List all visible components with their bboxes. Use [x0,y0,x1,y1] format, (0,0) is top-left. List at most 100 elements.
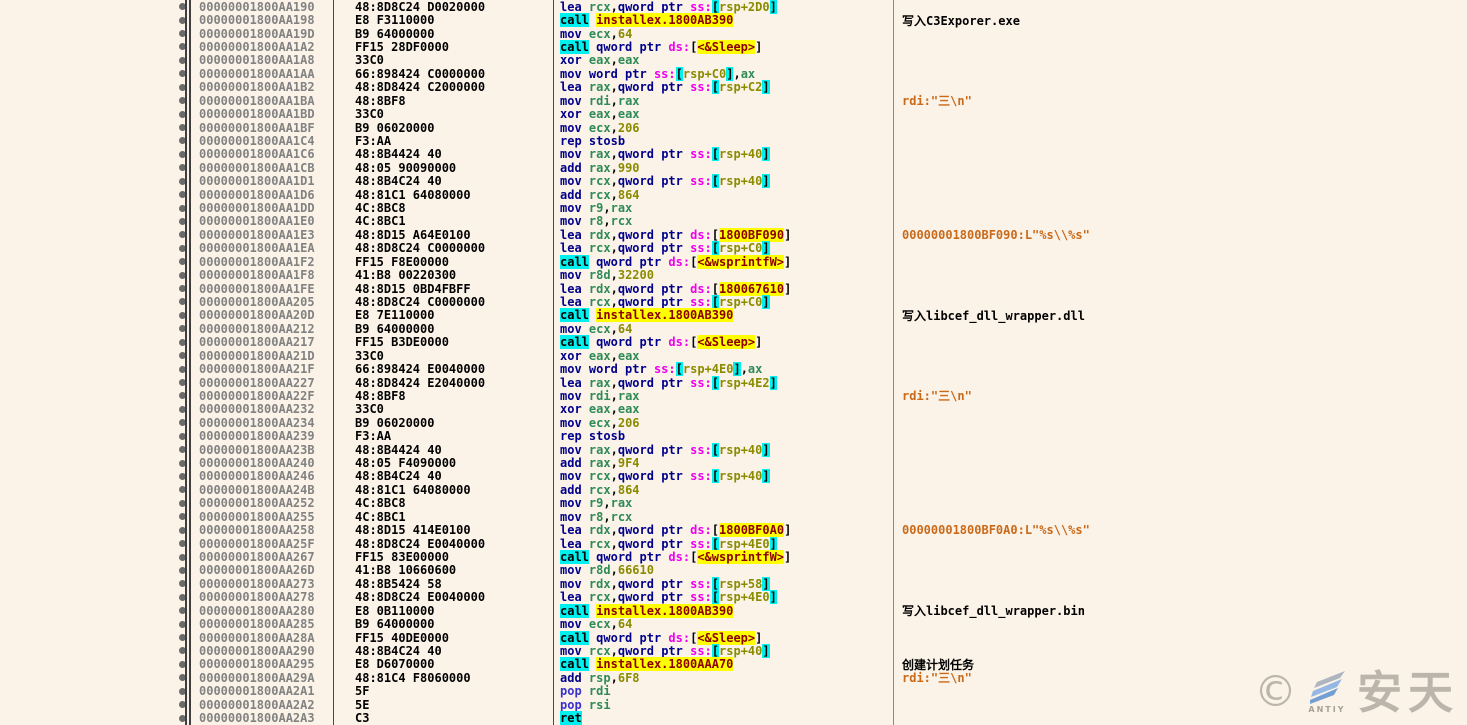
disasm-row[interactable]: 00000001800AA280 E8 0B110000 call installe… [0,603,1467,618]
disasm-row[interactable]: 00000001800AA21F 66:898424 E0040000 mov wo… [0,362,1467,377]
breakpoint-dot-icon[interactable] [179,30,186,38]
disasm-row[interactable]: 00000001800AA252 4C:8BC8 mov r9,rax [0,496,1467,510]
breakpoint-dot-icon[interactable] [179,486,186,494]
breakpoint-dot-icon[interactable] [179,540,186,548]
disasm-row[interactable]: 00000001800AA28A FF15 40DE0000 call qword … [0,630,1467,645]
disasm-row[interactable]: 00000001800AA20D E8 7E110000 call installe… [0,308,1467,323]
breakpoint-dot-icon[interactable] [179,217,186,225]
breakpoint-dot-icon[interactable] [179,432,186,440]
disasm-comment-separator[interactable] [893,0,894,725]
disasm-row[interactable]: 00000001800AA2A1 5F pop rdi [0,684,1467,698]
disasm-row[interactable]: 00000001800AA1AA 66:898424 C0000000 mov wo… [0,66,1467,81]
breakpoint-dot-icon[interactable] [179,285,186,293]
disasm-row[interactable]: 00000001800AA234 B9 06020000 mov ecx,206 [0,416,1467,430]
address-bytes-separator[interactable] [333,0,334,725]
disasm-row[interactable]: 00000001800AA29A 48:81C4 F8060000 add rsp,… [0,671,1467,685]
breakpoint-dot-icon[interactable] [179,298,186,306]
disasm-row[interactable]: 00000001800AA217 FF15 B3DE0000 call qword … [0,335,1467,350]
disasm-row[interactable]: 00000001800AA255 4C:8BC1 mov r8,rcx [0,510,1467,524]
breakpoint-dot-icon[interactable] [179,674,186,682]
breakpoint-dot-icon[interactable] [179,459,186,467]
disasm-row[interactable]: 00000001800AA1BA 48:8BF8 mov rdi,rax rdi:"三… [0,94,1467,108]
breakpoint-dot-icon[interactable] [179,701,186,709]
breakpoint-dot-icon[interactable] [179,150,186,158]
bytes-disasm-separator[interactable] [553,0,554,725]
disasm-row[interactable]: 00000001800AA2A2 5E pop rsi [0,698,1467,712]
disasm-row[interactable]: 00000001800AA239 F3:AA rep stosb [0,429,1467,443]
breakpoint-dot-icon[interactable] [179,311,186,319]
breakpoint-dot-icon[interactable] [179,56,186,64]
disasm-row[interactable]: 00000001800AA1FE 48:8D15 0BD4FBFF lea rdx,… [0,281,1467,296]
breakpoint-dot-icon[interactable] [179,137,186,145]
breakpoint-dot-icon[interactable] [179,83,186,91]
breakpoint-dot-icon[interactable] [179,472,186,480]
breakpoint-dot-icon[interactable] [179,244,186,252]
breakpoint-dot-icon[interactable] [179,16,186,24]
disasm-row[interactable]: 00000001800AA22F 48:8BF8 mov rdi,rax rdi:"三… [0,389,1467,403]
breakpoint-dot-icon[interactable] [179,419,186,427]
disasm-row[interactable]: 00000001800AA1F8 41:B8 00220300 mov r8d,32… [0,268,1467,282]
disasm-row[interactable]: 00000001800AA23B 48:8B4424 40 mov rax,qwor… [0,442,1467,457]
disasm-row[interactable]: 00000001800AA25F 48:8D8C24 E0040000 lea rc… [0,536,1467,551]
disasm-row[interactable]: 00000001800AA232 33C0 xor eax,eax [0,402,1467,416]
disasm-row[interactable]: 00000001800AA190 48:8D8C24 D0020000 lea rc… [0,0,1467,14]
breakpoint-dot-icon[interactable] [179,3,186,11]
breakpoint-dot-icon[interactable] [179,97,186,105]
breakpoint-dot-icon[interactable] [179,271,186,279]
breakpoint-dot-icon[interactable] [179,338,186,346]
disasm-row[interactable]: 00000001800AA1A2 FF15 28DF0000 call qword … [0,39,1467,54]
breakpoint-dot-icon[interactable] [179,714,186,722]
disasm-row[interactable]: 00000001800AA295 E8 D6070000 call installe… [0,657,1467,672]
disasm-row[interactable]: 00000001800AA24B 48:81C1 64080000 add rcx,… [0,483,1467,497]
disasm-row[interactable]: 00000001800AA240 48:05 F4090000 add rax,9F… [0,456,1467,470]
breakpoint-dot-icon[interactable] [179,660,186,668]
breakpoint-dot-icon[interactable] [179,177,186,185]
breakpoint-dot-icon[interactable] [179,566,186,574]
breakpoint-dot-icon[interactable] [179,365,186,373]
disasm-row[interactable]: 00000001800AA1EA 48:8D8C24 C0000000 lea rc… [0,241,1467,256]
disasm-row[interactable]: 00000001800AA273 48:8B5424 58 mov rdx,qwor… [0,576,1467,591]
disasm-row[interactable]: 00000001800AA1E3 48:8D15 A64E0100 lea rdx,… [0,227,1467,242]
disasm-row[interactable]: 00000001800AA21D 33C0 xor eax,eax [0,349,1467,363]
disasm-row[interactable]: 00000001800AA1D6 48:81C1 64080000 add rcx,… [0,188,1467,202]
breakpoint-dot-icon[interactable] [179,526,186,534]
disasm-row[interactable]: 00000001800AA278 48:8D8C24 E0040000 lea rc… [0,590,1467,605]
breakpoint-dot-icon[interactable] [179,110,186,118]
disasm-row[interactable]: 00000001800AA246 48:8B4C24 40 mov rcx,qwor… [0,469,1467,484]
disasm-row[interactable]: 00000001800AA258 48:8D15 414E0100 lea rdx,… [0,523,1467,538]
breakpoint-dot-icon[interactable] [179,647,186,655]
breakpoint-dot-icon[interactable] [179,620,186,628]
breakpoint-dot-icon[interactable] [179,325,186,333]
disasm-row[interactable]: 00000001800AA2A3 C3 ret [0,711,1467,725]
breakpoint-dot-icon[interactable] [179,352,186,360]
breakpoint-dot-icon[interactable] [179,499,186,507]
disasm-row[interactable]: 00000001800AA26D 41:B8 10660600 mov r8d,66… [0,563,1467,577]
disasm-row[interactable]: 00000001800AA1BF B9 06020000 mov ecx,206 [0,121,1467,135]
disasm-row[interactable]: 00000001800AA1DD 4C:8BC8 mov r9,rax [0,201,1467,215]
breakpoint-dot-icon[interactable] [179,191,186,199]
breakpoint-dot-icon[interactable] [179,553,186,561]
breakpoint-dot-icon[interactable] [179,513,186,521]
breakpoint-dot-icon[interactable] [179,392,186,400]
breakpoint-dot-icon[interactable] [179,124,186,131]
breakpoint-dot-icon[interactable] [179,70,186,78]
breakpoint-dot-icon[interactable] [179,204,186,212]
disasm-row[interactable]: 00000001800AA198 E8 F3110000 call installe… [0,13,1467,28]
disasm-row[interactable]: 00000001800AA205 48:8D8C24 C0000000 lea rc… [0,295,1467,309]
breakpoint-dot-icon[interactable] [179,607,186,615]
breakpoint-dot-icon[interactable] [179,258,186,266]
disasm-row[interactable]: 00000001800AA1CB 48:05 90090000 add rax,99… [0,161,1467,175]
disasm-row[interactable]: 00000001800AA290 48:8B4C24 40 mov rcx,qwor… [0,643,1467,658]
disasm-row[interactable]: 00000001800AA1F2 FF15 F8E00000 call qword … [0,254,1467,269]
disasm-row[interactable]: 00000001800AA1E0 4C:8BC1 mov r8,rcx [0,214,1467,228]
disasm-row[interactable]: 00000001800AA285 B9 64000000 mov ecx,64 [0,617,1467,631]
disasm-row[interactable]: 00000001800AA19D B9 64000000 mov ecx,64 [0,27,1467,41]
disasm-row[interactable]: 00000001800AA1BD 33C0 xor eax,eax [0,107,1467,121]
breakpoint-dot-icon[interactable] [179,687,186,695]
breakpoint-dot-icon[interactable] [179,379,186,387]
disasm-row[interactable]: 00000001800AA212 B9 64000000 mov ecx,64 [0,322,1467,336]
breakpoint-dot-icon[interactable] [179,593,186,601]
breakpoint-dot-icon[interactable] [179,231,186,239]
disasm-row[interactable]: 00000001800AA267 FF15 83E00000 call qword … [0,550,1467,565]
disasm-row[interactable]: 00000001800AA1D1 48:8B4C24 40 mov rcx,qwor… [0,174,1467,189]
